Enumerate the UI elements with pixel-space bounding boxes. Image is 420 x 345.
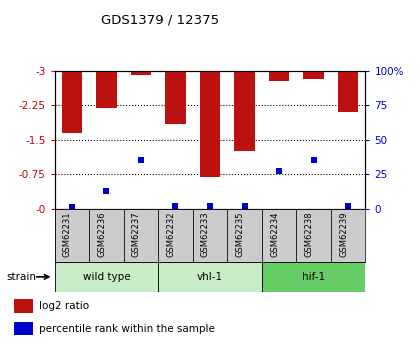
Point [345,203,352,209]
Text: GSM62237: GSM62237 [132,211,141,257]
Bar [55,262,158,292]
Bar [55,209,89,262]
Bar [165,71,186,124]
Text: GSM62233: GSM62233 [201,211,210,257]
Bar [193,209,227,262]
Bar [123,209,158,262]
Text: GSM62238: GSM62238 [304,211,314,257]
Bar [234,71,255,151]
Bar [14,299,33,313]
Text: hif-1: hif-1 [302,272,325,282]
Bar [262,262,365,292]
Bar [14,322,33,335]
Bar [303,71,324,79]
Text: GSM62231: GSM62231 [63,211,72,257]
Bar [269,71,289,81]
Point [138,158,144,163]
Point [103,188,110,194]
Bar [297,209,331,262]
Text: GSM62239: GSM62239 [339,211,348,257]
Text: GSM62234: GSM62234 [270,211,279,257]
Bar [96,71,117,108]
Text: percentile rank within the sample: percentile rank within the sample [39,324,215,334]
Bar [331,209,365,262]
Text: strain: strain [6,272,36,282]
Point [310,158,317,163]
Bar [89,209,123,262]
Point [207,203,213,209]
Text: GSM62232: GSM62232 [166,211,176,257]
Point [276,169,282,174]
Bar [61,71,82,133]
Bar [200,71,221,177]
Text: wild type: wild type [83,272,130,282]
Bar [158,209,193,262]
Point [241,203,248,209]
Bar [131,71,151,75]
Text: vhl-1: vhl-1 [197,272,223,282]
Point [68,205,75,210]
Bar [227,209,262,262]
Point [172,203,179,209]
Text: log2 ratio: log2 ratio [39,301,89,311]
Bar [262,209,297,262]
Text: GDS1379 / 12375: GDS1379 / 12375 [100,14,219,27]
Bar [338,71,359,112]
Text: GSM62235: GSM62235 [236,211,244,257]
Text: GSM62236: GSM62236 [97,211,106,257]
Bar [158,262,262,292]
